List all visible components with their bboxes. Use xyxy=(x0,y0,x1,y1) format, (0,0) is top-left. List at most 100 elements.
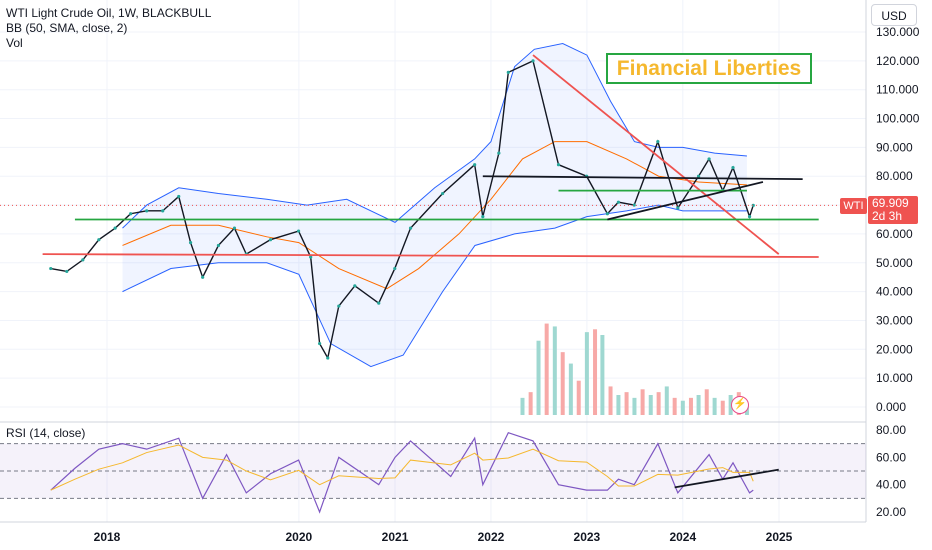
price-tick-label: 20.000 xyxy=(876,342,913,356)
price-tick-label: 0.000 xyxy=(876,400,906,414)
time-tick-label: 2024 xyxy=(669,530,696,544)
bb-indicator-label[interactable]: BB (50, SMA, close, 2) xyxy=(6,21,128,35)
price-point xyxy=(268,238,273,242)
price-tick-label: 130.000 xyxy=(876,25,920,39)
volume-bars xyxy=(520,323,749,415)
price-point xyxy=(337,304,341,308)
volume-bar xyxy=(624,392,629,415)
price-point xyxy=(216,243,221,248)
bb-fill xyxy=(122,43,747,367)
price-point xyxy=(318,341,322,346)
price-point xyxy=(49,266,53,271)
volume-bar xyxy=(640,389,645,415)
volume-bar xyxy=(560,352,565,415)
price-point xyxy=(506,70,510,74)
rsi-ma-line xyxy=(50,444,754,491)
lightning-bolt-icon[interactable]: ⚡ xyxy=(731,396,749,414)
price-tick-label: 120.000 xyxy=(876,54,920,68)
price-point xyxy=(473,163,477,167)
volume-bar xyxy=(552,326,557,415)
price-point xyxy=(707,157,711,161)
volume-bar xyxy=(696,395,701,415)
price-point xyxy=(97,238,101,242)
volume-bar xyxy=(528,392,533,415)
symbol-title[interactable]: WTI Light Crude Oil, 1W, BLACKBULL xyxy=(6,6,212,20)
price-point xyxy=(326,356,330,360)
trendline-rising-support xyxy=(607,181,764,221)
price-tick-label: 40.000 xyxy=(876,285,913,299)
price-point xyxy=(65,269,69,274)
currency-button[interactable]: USD xyxy=(871,4,917,26)
price-point xyxy=(632,203,636,207)
volume-bar xyxy=(568,363,573,415)
rsi-tick-label: 60.00 xyxy=(876,450,906,464)
price-point xyxy=(556,163,561,167)
volume-bar xyxy=(712,397,717,415)
price-point xyxy=(408,226,413,230)
trendline-resistance-diagonal xyxy=(532,54,780,255)
volume-bar xyxy=(688,397,693,415)
price-point xyxy=(531,59,535,63)
watermark-badge: Financial Liberties xyxy=(606,53,812,84)
rsi-tick-label: 20.00 xyxy=(876,505,906,519)
price-point xyxy=(731,165,735,170)
price-point xyxy=(377,301,381,305)
time-tick-label: 2022 xyxy=(478,530,505,544)
price-point xyxy=(441,191,445,196)
time-tick-label: 2021 xyxy=(382,530,409,544)
volume-bar xyxy=(600,335,605,415)
price-tick-label: 80.000 xyxy=(876,169,913,183)
trendline-neckline xyxy=(482,175,803,181)
volume-bar xyxy=(632,397,637,415)
price-tick-label: 100.000 xyxy=(876,112,920,126)
axes: 0.000 10.000 20.000 30.000 40.000 50.000 60.00… xyxy=(94,25,920,544)
volume-bar xyxy=(608,386,613,415)
price-tick-label: 60.000 xyxy=(876,227,913,241)
volume-bar xyxy=(656,392,661,415)
rsi-tick-label: 80.00 xyxy=(876,423,906,437)
price-point xyxy=(309,255,313,259)
volume-indicator-label[interactable]: Vol xyxy=(6,36,23,50)
price-point xyxy=(161,209,165,213)
rsi-tick-label: 40.00 xyxy=(876,478,906,492)
price-point xyxy=(145,209,149,213)
price-point xyxy=(188,240,193,245)
price-point xyxy=(393,266,397,271)
trendlines xyxy=(42,54,819,258)
bb-upper-line xyxy=(122,43,747,229)
price-point xyxy=(113,226,117,230)
price-point xyxy=(616,200,621,204)
price-point xyxy=(177,194,181,199)
volume-bar xyxy=(672,397,677,415)
price-point xyxy=(353,284,357,288)
volume-bar xyxy=(576,380,581,415)
volume-bar xyxy=(544,323,549,415)
volume-bar xyxy=(704,389,709,415)
volume-bar xyxy=(593,329,598,415)
price-tick-label: 50.000 xyxy=(876,256,913,270)
price-point xyxy=(696,174,701,178)
volume-bar xyxy=(728,395,733,415)
volume-bar xyxy=(680,400,685,415)
price-point xyxy=(605,212,609,216)
time-tick-label: 2018 xyxy=(94,530,121,544)
last-price-value: 69.909 xyxy=(872,196,909,210)
time-tick-label: 2025 xyxy=(766,530,793,544)
volume-bar xyxy=(536,340,541,415)
price-tick-label: 30.000 xyxy=(876,313,913,327)
price-point xyxy=(296,229,301,233)
symbol-price-tag: WTI xyxy=(840,198,867,214)
price-point xyxy=(81,258,85,262)
price-point xyxy=(481,215,485,219)
time-tick-label: 2020 xyxy=(285,530,312,544)
rsi-trendline xyxy=(674,468,779,489)
volume-bar xyxy=(520,397,525,415)
trendline-resistance-horizontal xyxy=(42,253,819,258)
time-tick-label: 2023 xyxy=(574,530,601,544)
last-price-tag: 69.909 2d 3h xyxy=(868,196,918,224)
price-point xyxy=(201,275,205,279)
rsi-line xyxy=(50,431,754,514)
rsi-indicator-label[interactable]: RSI (14, close) xyxy=(6,426,86,440)
